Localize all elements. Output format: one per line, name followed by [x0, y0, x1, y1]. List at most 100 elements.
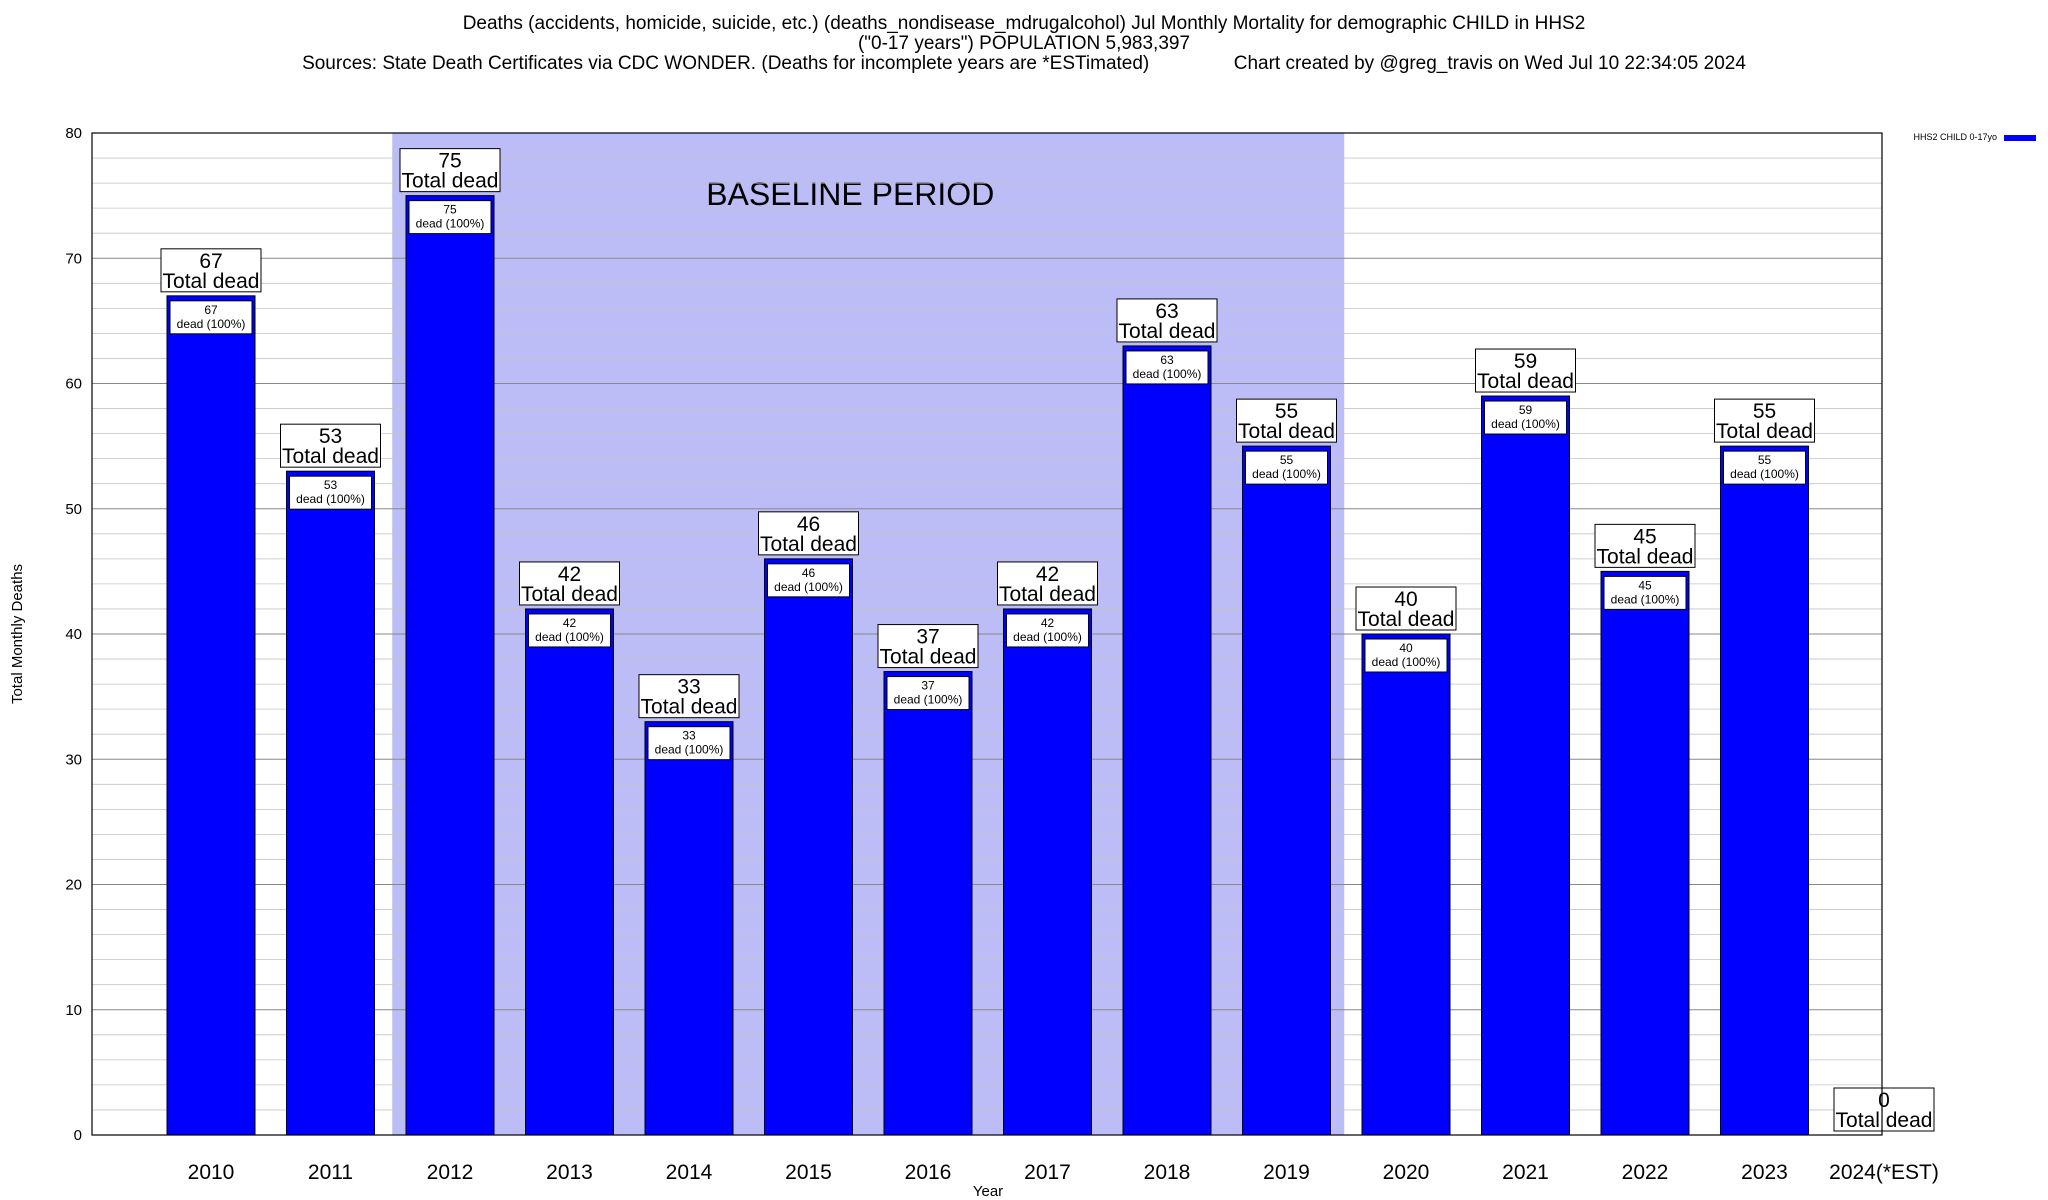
bar-2010 [166, 295, 256, 1136]
bar-2021 [1481, 395, 1570, 1136]
inner-percent-label: dead (100%) [1491, 417, 1560, 431]
inner-label-box [289, 475, 372, 510]
total-label-box [1833, 1087, 1935, 1132]
total-dead-label: Total dead [282, 445, 379, 468]
y-tick-label: 30 [65, 751, 82, 768]
total-label-box [997, 561, 1098, 606]
inner-label-box [1245, 450, 1328, 485]
inner-percent-label: dead (100%) [774, 580, 843, 594]
total-dead-label: Total dead [1477, 370, 1574, 393]
total-label-box [638, 674, 740, 719]
inner-percent-label: dead (100%) [535, 630, 604, 644]
y-tick-label: 50 [65, 501, 82, 518]
x-tick-label: 2016 [905, 1161, 952, 1184]
total-dead-label: Total dead [521, 583, 618, 606]
bar-2019 [1242, 445, 1331, 1136]
inner-label-box [1006, 613, 1089, 648]
inner-label-box [528, 613, 611, 648]
x-tick-label: 2011 [308, 1161, 353, 1184]
total-dead-label: Total dead [760, 533, 857, 556]
plot-frame [91, 132, 1883, 1136]
inner-label-box [1603, 575, 1687, 610]
inner-value-label: 33 [682, 729, 696, 743]
inner-value-label: 55 [1280, 453, 1294, 467]
y-tick-label: 80 [65, 125, 82, 142]
chart-title-line-2: ("0-17 years") POPULATION 5,983,397 [857, 33, 1191, 54]
bar-2014 [644, 721, 734, 1136]
inner-label-box [169, 300, 253, 335]
inner-value-label: 46 [802, 566, 816, 580]
inner-label-box [767, 563, 850, 598]
baseline-period-label: BASELINE PERIOD [706, 176, 994, 212]
total-label-box [877, 624, 979, 669]
total-label-box [399, 148, 501, 193]
bars [166, 195, 1809, 1136]
total-value-label: 37 [916, 626, 939, 649]
bar-2020 [1361, 633, 1451, 1136]
total-label-box [758, 511, 859, 556]
inner-value-label: 37 [921, 679, 935, 693]
legend-label: HHS2 CHILD 0-17yo [1913, 132, 1997, 142]
x-tick-label: 2022 [1622, 1161, 1669, 1184]
inner-label-box [886, 676, 970, 711]
total-dead-label: Total dead [1358, 608, 1455, 631]
x-tick-label: 2015 [785, 1161, 832, 1184]
inner-percent-label: dead (100%) [1730, 467, 1799, 481]
bar-2016 [883, 671, 973, 1136]
x-tick-label: 2012 [427, 1161, 474, 1184]
total-dead-label: Total dead [1836, 1109, 1933, 1132]
y-tick-label: 10 [65, 1002, 82, 1019]
total-dead-label: Total dead [1597, 545, 1694, 568]
x-tick-label: 2024(*EST) [1829, 1161, 1939, 1184]
inner-label-box [1484, 400, 1567, 435]
inner-value-label: 45 [1638, 578, 1652, 592]
total-dead-label: Total dead [641, 696, 738, 719]
y-tick-label: 60 [65, 376, 82, 393]
legend: HHS2 CHILD 0-17yo [1913, 132, 2036, 142]
total-label-box [280, 423, 381, 468]
x-tick-label: 2023 [1741, 1161, 1788, 1184]
inner-label-box [647, 726, 731, 761]
total-value-label: 55 [1753, 400, 1776, 423]
total-dead-label: Total dead [163, 270, 260, 293]
bar-2018 [1122, 345, 1212, 1136]
total-value-label: 67 [199, 250, 222, 273]
x-tick-label: 2018 [1144, 1161, 1191, 1184]
chart-title-line-3: Sources: State Death Certificates via CD… [302, 53, 1746, 74]
inner-label-box [1364, 638, 1448, 673]
total-dead-label: Total dead [1716, 420, 1813, 443]
x-tick-label: 2014 [666, 1161, 713, 1184]
total-value-label: 0 [1878, 1089, 1890, 1112]
inner-percent-label: dead (100%) [655, 743, 724, 757]
bar-2013 [525, 608, 614, 1136]
x-tick-label: 2010 [188, 1161, 235, 1184]
inner-value-label: 67 [204, 303, 218, 317]
y-tick-label: 40 [65, 626, 82, 643]
total-value-label: 55 [1275, 400, 1298, 423]
total-dead-label: Total dead [880, 646, 977, 669]
y-tick-label: 20 [65, 877, 82, 894]
total-value-label: 46 [797, 513, 820, 536]
inner-label-box [1125, 350, 1209, 385]
inner-value-label: 42 [1041, 616, 1055, 630]
inner-value-label: 59 [1519, 403, 1533, 417]
inner-percent-label: dead (100%) [1372, 655, 1441, 669]
inner-label-box [1723, 450, 1806, 485]
bar-2015 [764, 558, 853, 1136]
x-tick-label: 2020 [1383, 1161, 1430, 1184]
total-value-label: 42 [1036, 563, 1059, 586]
total-value-label: 40 [1394, 588, 1417, 611]
inner-percent-label: dead (100%) [1013, 630, 1082, 644]
total-label-box [1714, 398, 1815, 443]
x-tick-label: 2013 [546, 1161, 593, 1184]
total-value-label: 75 [438, 150, 461, 173]
total-label-box [1594, 523, 1696, 568]
chart-title-line-1: Deaths (accidents, homicide, suicide, et… [462, 13, 1586, 34]
y-tick-label: 70 [65, 250, 82, 267]
x-axis-title: Year [973, 1183, 1003, 1200]
total-value-label: 53 [319, 425, 342, 448]
inner-value-label: 63 [1160, 353, 1174, 367]
total-label-box [1236, 398, 1337, 443]
total-value-label: 59 [1514, 350, 1537, 373]
total-label-box [1116, 298, 1218, 343]
